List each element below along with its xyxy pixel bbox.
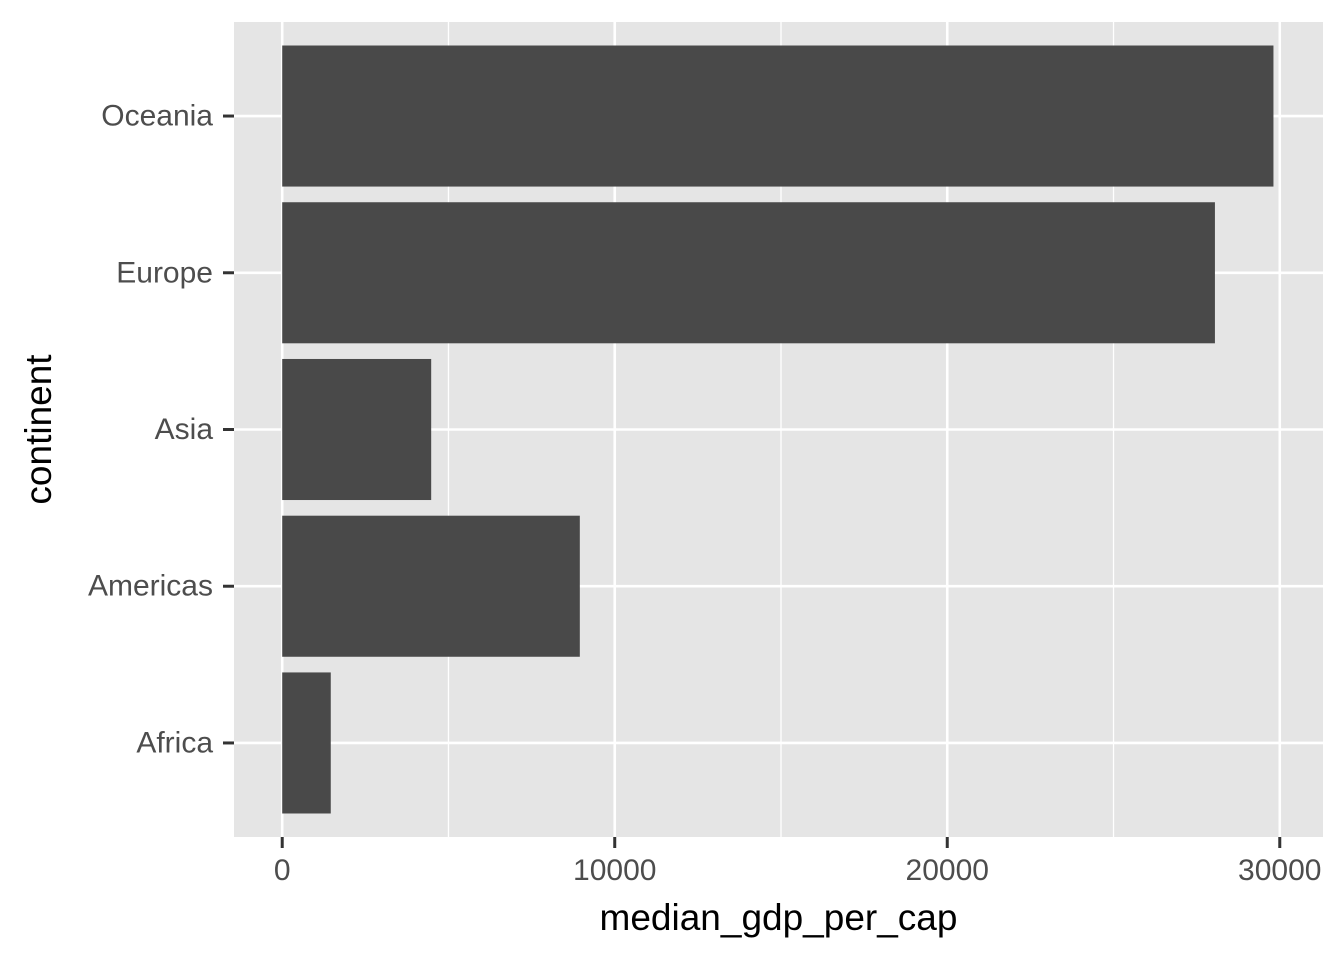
y-tick-label: Oceania	[101, 100, 213, 133]
bars	[282, 45, 1274, 814]
y-tick-label: Africa	[136, 726, 213, 759]
y-tick-label: Americas	[88, 570, 213, 603]
y-tick-label: Asia	[155, 413, 214, 446]
y-tick-label: Europe	[116, 256, 213, 289]
x-axis: 0 10000 20000 30000	[274, 837, 1321, 887]
x-tick-label: 30000	[1238, 854, 1321, 887]
bar-oceania	[282, 45, 1274, 187]
y-axis: Africa Americas Asia Europe Oceania	[88, 100, 234, 759]
bar-europe	[282, 202, 1215, 344]
y-axis-title: continent	[18, 354, 59, 505]
bar-asia	[282, 358, 432, 501]
x-tick-label: 10000	[573, 854, 656, 887]
bar-americas	[282, 515, 580, 657]
bar-africa	[282, 672, 331, 814]
x-axis-title: median_gdp_per_cap	[600, 897, 958, 938]
x-tick-label: 0	[274, 854, 291, 887]
x-tick-label: 20000	[906, 854, 989, 887]
